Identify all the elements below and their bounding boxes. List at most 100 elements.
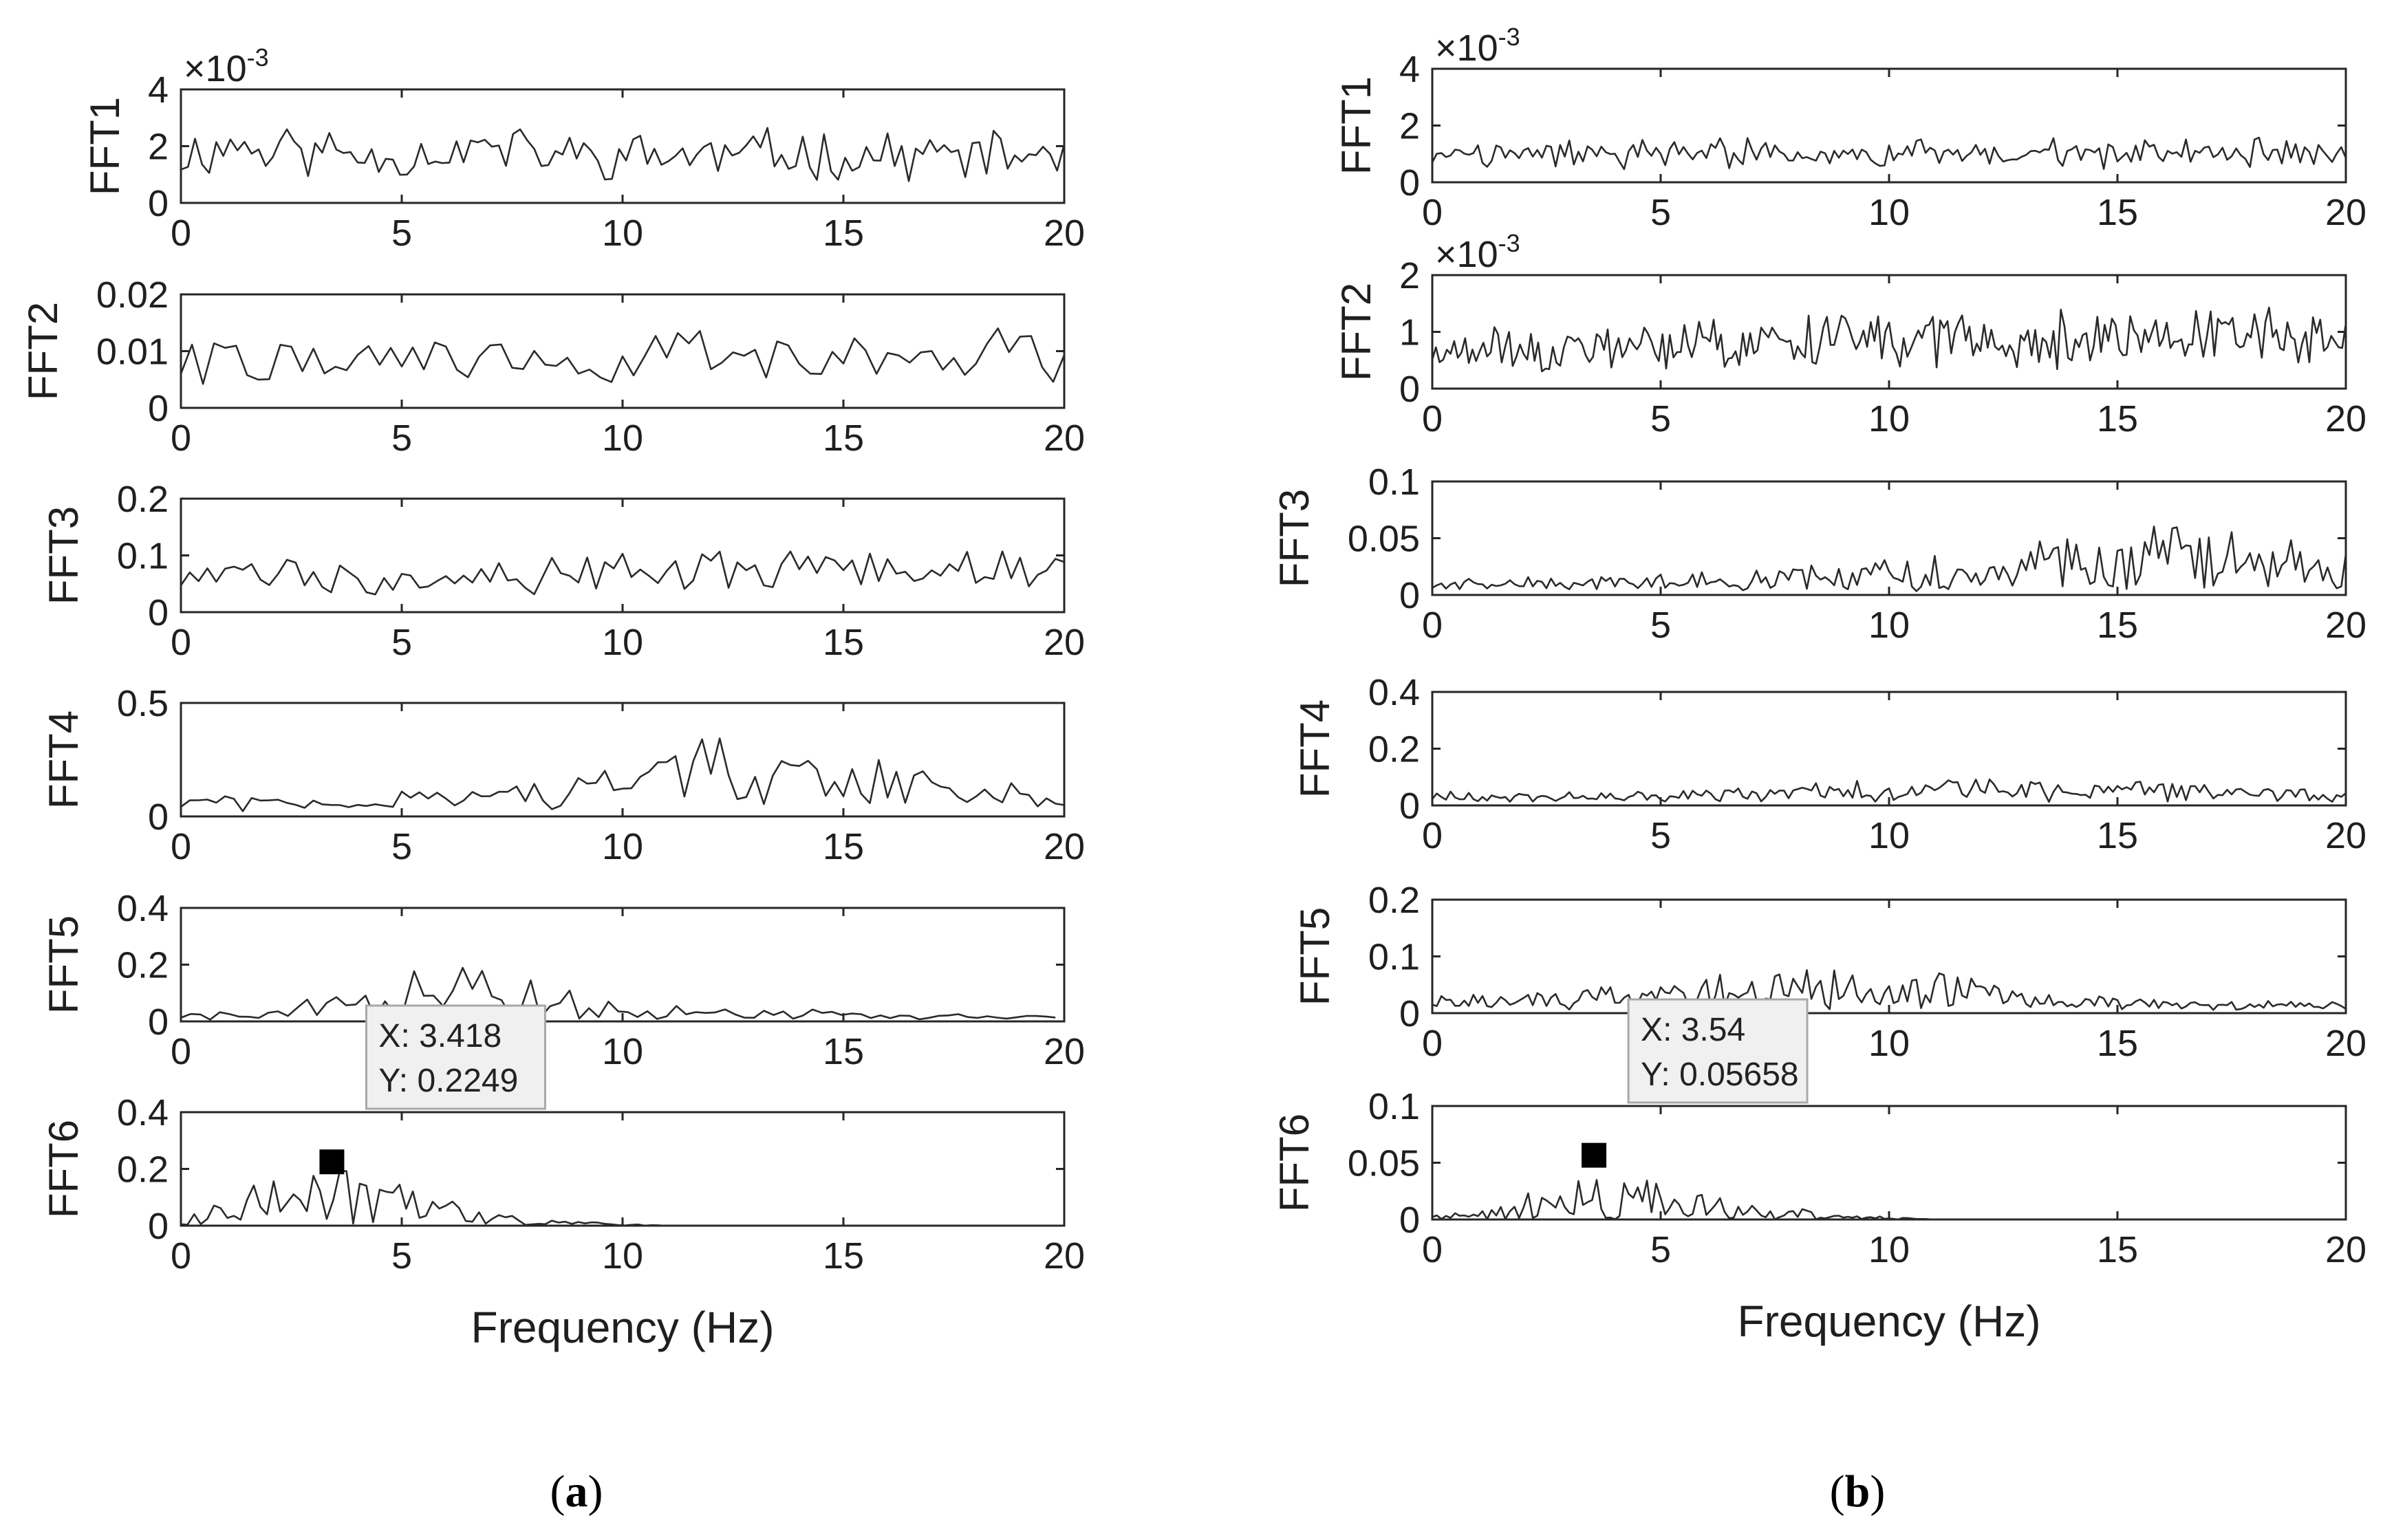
caption-a: (a) <box>550 1466 603 1517</box>
pb-fft5-ytick-label: 0.2 <box>1368 880 1420 921</box>
pb-fft3-spectrum-line <box>1432 525 2347 592</box>
pa-fft6-spectrum-line <box>180 1169 1062 1227</box>
pa-fft4-spectrum-line <box>180 737 1065 812</box>
pb-fft3-ytick-label: 0.1 <box>1368 462 1420 503</box>
pa-fft5-ytick-label: 0.4 <box>117 888 169 929</box>
pb-fft5-spectrum-line <box>1432 969 2347 1011</box>
pa-fft1-xtick-label: 0 <box>171 213 191 254</box>
pa-datatip-x: X: 3.418 <box>378 1018 502 1054</box>
pa-fft4-ytick-label: 0 <box>148 796 169 838</box>
pa-datatip-marker[interactable] <box>319 1149 345 1175</box>
pb-datatip-x: X: 3.54 <box>1641 1012 1745 1048</box>
pa-fft1-axes: 0 5 10 15 20 0 2 4 FFT1 ×10-3 <box>82 43 1085 254</box>
pb-fft4-xtick-label: 0 <box>1422 815 1443 856</box>
pa-fft5-xtick-label: 10 <box>602 1031 643 1072</box>
pa-fft5-ylabel: FFT5 <box>41 915 87 1014</box>
pa-fft1-xtick-label: 20 <box>1044 213 1085 254</box>
pa-fft2-xtick-label: 20 <box>1044 417 1085 459</box>
pa-fft1-ytick-label: 2 <box>148 127 169 168</box>
pb-fft1-ytick-label: 0 <box>1399 162 1420 204</box>
pa-fft3-axes: 0 5 10 15 20 0 0.1 0.2 FFT3 <box>41 479 1085 663</box>
pb-fft5-ylabel: FFT5 <box>1292 907 1338 1006</box>
pb-fft6-xtick-label: 5 <box>1650 1229 1671 1270</box>
pb-fft3-xtick-label: 10 <box>1868 605 1910 646</box>
pa-fft6-ylabel: FFT6 <box>41 1120 87 1218</box>
pb-fft2-ytick-label: 2 <box>1399 255 1420 296</box>
pa-fft5-xtick-label: 0 <box>171 1031 191 1072</box>
pa-fft2-xtick-label: 0 <box>171 417 191 459</box>
pa-fft1-xtick-label: 10 <box>602 213 643 254</box>
pb-xlabel: Frequency (Hz) <box>1738 1297 2041 1346</box>
pa-fft1-spectrum-line <box>180 127 1066 182</box>
pa-fft2-ytick-label: 0.02 <box>96 274 169 316</box>
pa-fft5-spectrum-line <box>180 966 1056 1021</box>
pb-fft1-xtick-label: 15 <box>2097 192 2138 233</box>
pa-fft1-ytick-label: 4 <box>148 69 169 111</box>
pa-fft6-xtick-label: 5 <box>391 1235 412 1277</box>
pb-fft5-xtick-label: 0 <box>1422 1023 1443 1064</box>
pb-fft2-ylabel: FFT2 <box>1333 283 1379 381</box>
pa-datatip[interactable]: X: 3.418 Y: 0.2249 <box>365 1004 546 1110</box>
pb-fft4-spectrum-line <box>1431 778 2347 803</box>
pa-datatip-y: Y: 0.2249 <box>378 1063 518 1099</box>
pa-fft1-ytick-label: 0 <box>148 183 169 224</box>
pb-fft6-ytick-label: 0.1 <box>1368 1086 1420 1127</box>
pb-fft6-xtick-label: 0 <box>1422 1229 1443 1270</box>
pa-fft2-ytick-label: 0.01 <box>96 332 169 373</box>
pa-fft3-spectrum-line <box>180 550 1065 596</box>
pb-fft3-xtick-label: 15 <box>2097 605 2138 646</box>
pb-fft2-spectrum-line <box>1431 306 2347 373</box>
pb-fft1-xtick-label: 10 <box>1868 192 1910 233</box>
pb-fft3-xtick-label: 0 <box>1422 605 1443 646</box>
pa-fft3-xtick-label: 20 <box>1044 622 1085 663</box>
pa-fft6-axes: 0 5 10 15 20 0 0.2 0.4 FFT6 Frequency (Hz) X: 3.41… <box>41 1004 1085 1352</box>
pb-fft1-ytick-label: 2 <box>1399 106 1420 147</box>
pb-fft6-xtick-label: 15 <box>2097 1229 2138 1270</box>
pb-datatip[interactable]: X: 3.54 Y: 0.05658 <box>1627 998 1809 1104</box>
pa-fft2-axes: 0 5 10 15 20 0 0.01 0.02 FFT2 <box>20 274 1085 459</box>
pa-fft3-ylabel: FFT3 <box>41 506 87 605</box>
pa-fft6-xtick-label: 0 <box>171 1235 191 1277</box>
pb-fft1-ylabel: FFT1 <box>1333 76 1379 175</box>
pa-fft2-ytick-label: 0 <box>148 388 169 429</box>
pa-fft6-xtick-label: 10 <box>602 1235 643 1277</box>
pa-fft2-xtick-label: 10 <box>602 417 643 459</box>
pb-fft2-ytick-label: 1 <box>1399 312 1420 354</box>
pb-fft2-axes: 0 5 10 15 20 0 1 2 FFT2 ×10-3 <box>1333 229 2366 440</box>
pb-fft6-xtick-label: 20 <box>2325 1229 2366 1270</box>
pb-fft4-xtick-label: 15 <box>2097 815 2138 856</box>
pb-fft6-ytick-label: 0.05 <box>1348 1143 1420 1184</box>
pa-fft3-xtick-label: 0 <box>171 622 191 663</box>
pa-fft4-axes: 0 5 10 15 20 0 0.5 FFT4 <box>41 683 1085 867</box>
pb-fft2-ytick-label: 0 <box>1399 369 1420 410</box>
pb-fft1-axes: 0 5 10 15 20 0 2 4 FFT1 ×10-3 <box>1333 23 2366 233</box>
pb-fft6-axes: 0 5 10 15 20 0 0.05 0.1 FFT6 Frequency (Hz) X: 3.5… <box>1271 998 2366 1346</box>
pa-fft6-xtick-label: 15 <box>823 1235 864 1277</box>
pb-fft3-xtick-label: 20 <box>2325 605 2366 646</box>
pa-datatip-box <box>365 1004 546 1110</box>
pb-fft5-ytick-label: 0 <box>1399 993 1420 1034</box>
pb-fft1-xtick-label: 0 <box>1422 192 1443 233</box>
pb-fft4-xtick-label: 20 <box>2325 815 2366 856</box>
pa-fft1-ylabel: FFT1 <box>82 97 128 195</box>
pb-fft6-ylabel: FFT6 <box>1271 1114 1317 1212</box>
pa-fft4-xtick-label: 10 <box>602 826 643 867</box>
pb-fft6-xtick-label: 10 <box>1868 1229 1910 1270</box>
pb-fft3-ytick-label: 0 <box>1399 575 1420 616</box>
pa-fft1-xtick-label: 5 <box>391 213 412 254</box>
pb-fft3-axes: 0 5 10 15 20 0 0.05 0.1 FFT3 <box>1271 462 2366 646</box>
pa-fft4-ytick-label: 0.5 <box>117 683 169 724</box>
pb-fft1-exponent: ×10-3 <box>1435 23 1520 69</box>
pa-fft3-ytick-label: 0.1 <box>117 536 169 577</box>
pb-fft1-xtick-label: 5 <box>1650 192 1671 233</box>
pb-fft2-xtick-label: 15 <box>2097 398 2138 440</box>
pb-datatip-marker[interactable] <box>1582 1142 1607 1168</box>
pb-fft4-xtick-label: 10 <box>1868 815 1910 856</box>
pb-fft2-exponent: ×10-3 <box>1435 229 1520 275</box>
pb-fft5-ytick-label: 0.1 <box>1368 937 1420 978</box>
caption-b: (b) <box>1830 1466 1886 1517</box>
pb-fft6-ytick-label: 0 <box>1399 1200 1420 1241</box>
